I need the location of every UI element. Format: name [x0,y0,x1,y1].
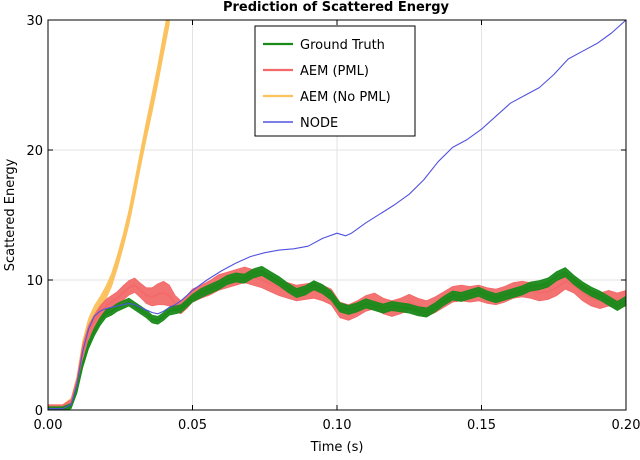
x-axis-label: Time (s) [310,440,364,455]
legend-label-aem-pml: AEM (PML) [300,64,369,79]
series-line-aem-no-pml [48,20,169,409]
y-axis-ticks: 0 10 20 30 [26,14,626,419]
legend: Ground Truth AEM (PML) AEM (No PML) NODE [254,25,416,137]
y-tick-label: 30 [26,14,43,29]
y-tick-label: 10 [26,274,43,289]
y-axis-label: Scattered Energy [3,158,18,271]
x-tick-label: 0.05 [178,418,207,433]
x-tick-label: 0.00 [34,418,63,433]
series-band-aem-no-pml [48,20,170,410]
x-tick-label: 0.10 [323,418,352,433]
y-tick-label: 0 [35,404,43,419]
chart-title: Prediction of Scattered Energy [223,0,450,15]
legend-label-aem-no-pml: AEM (No PML) [300,90,391,105]
y-tick-label: 20 [26,144,43,159]
legend-label-ground-truth: Ground Truth [300,38,385,53]
x-tick-label: 0.20 [612,418,640,433]
series-band-ground-truth [48,265,626,410]
x-tick-label: 0.15 [467,418,496,433]
series-line-ground-truth [48,270,626,410]
x-axis-ticks: 0.00 0.05 0.10 0.15 0.20 [34,20,640,433]
plot-series [48,20,626,410]
series-line-node [48,20,626,410]
legend-label-node: NODE [300,116,338,131]
